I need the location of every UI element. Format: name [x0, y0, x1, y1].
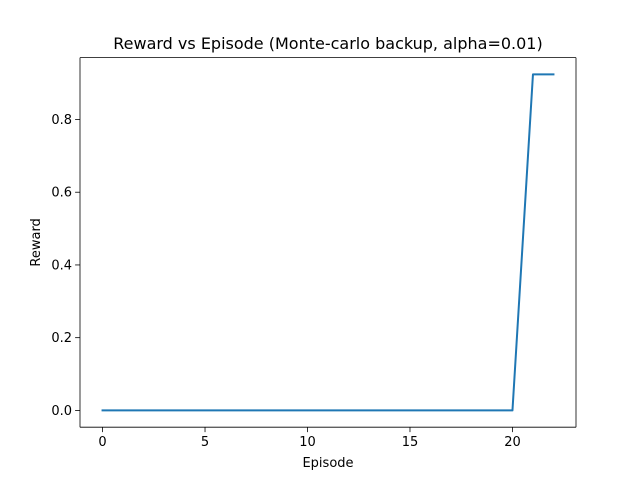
x-tick-label: 10: [299, 435, 316, 450]
x-tick-label: 15: [402, 435, 419, 450]
y-tick-label: 0.4: [51, 258, 72, 273]
y-tick-label: 0.2: [51, 331, 72, 346]
y-tick-label: 0.0: [51, 404, 72, 419]
y-tick-label: 0.6: [51, 186, 72, 201]
plot-area: [80, 57, 576, 428]
y-axis-label: Reward: [29, 218, 44, 266]
x-tick-label: 0: [98, 435, 106, 450]
chart-title: Reward vs Episode (Monte-carlo backup, a…: [113, 34, 542, 53]
y-tick-label: 0.8: [51, 113, 72, 128]
x-axis-ticks: 0 5 10 15 20: [98, 427, 521, 450]
x-axis-label: Episode: [302, 456, 353, 471]
x-tick-label: 20: [504, 435, 521, 450]
y-axis-ticks: 0.0 0.2 0.4 0.6 0.8: [51, 113, 80, 419]
series-layer: [101, 73, 555, 412]
x-tick-label: 5: [201, 435, 209, 450]
reward-series-line: [101, 73, 555, 412]
